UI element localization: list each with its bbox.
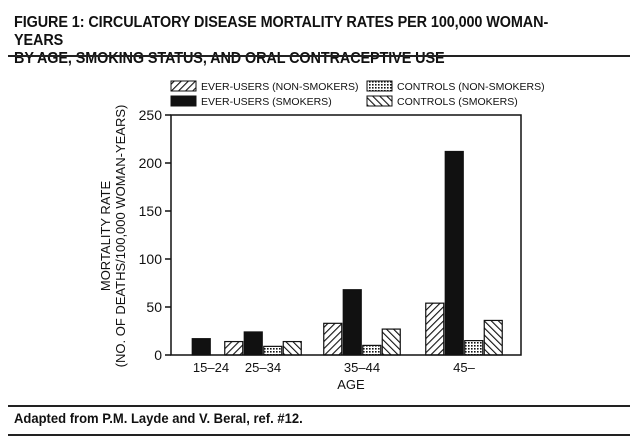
source-rule-bottom xyxy=(8,434,630,436)
x-tick-label-0: 15–24 xyxy=(193,360,229,375)
legend-swatch-controls-non-smokers xyxy=(366,80,393,92)
legend-swatch-ever-users-non-smokers xyxy=(170,80,197,92)
bar-ever-users-smokers-45 xyxy=(444,150,464,356)
y-axis-label: MORTALITY RATE (NO. OF DEATHS/100,000 WO… xyxy=(98,105,128,368)
y-tick-label-3: 150 xyxy=(139,203,163,219)
y-tick-label-5: 250 xyxy=(139,107,163,123)
legend-label-ever-users-non-smokers: EVER-USERS (NON-SMOKERS) xyxy=(201,81,359,93)
bar-ever-users-non-smokers-45 xyxy=(425,302,445,356)
x-tick-label-3: 45– xyxy=(453,360,475,375)
top-rule xyxy=(8,55,630,57)
y-axis-label-line-2: (NO. OF DEATHS/100,000 WOMAN-YEARS) xyxy=(113,105,128,368)
legend-swatch-controls-smokers xyxy=(366,95,393,107)
bar-series xyxy=(191,150,503,356)
bar-ever-users-smokers-25-34 xyxy=(243,331,263,356)
y-tick-label-2: 100 xyxy=(139,251,163,267)
bar-ever-users-smokers-15-24 xyxy=(191,338,211,356)
figure-title: FIGURE 1: CIRCULATORY DISEASE MORTALITY … xyxy=(14,14,587,68)
legend-label-ever-users-smokers: EVER-USERS (SMOKERS) xyxy=(201,96,332,108)
bar-ever-users-non-smokers-35-44 xyxy=(323,322,343,356)
bar-ever-users-non-smokers-25-34 xyxy=(224,340,244,356)
bar-controls-non-smokers-35-44 xyxy=(362,344,382,356)
legend-label-controls-smokers: CONTROLS (SMOKERS) xyxy=(397,96,518,108)
x-tick-label-1: 25–34 xyxy=(245,360,281,375)
chart-legend: EVER-USERS (NON-SMOKERS) EVER-USERS (SMOK… xyxy=(170,80,545,108)
bar-controls-smokers-45 xyxy=(483,319,503,356)
bar-controls-non-smokers-45 xyxy=(464,340,484,356)
x-axis-label: AGE xyxy=(337,377,365,392)
figure-title-line-2: BY AGE, SMOKING STATUS, AND ORAL CONTRAC… xyxy=(14,50,445,67)
y-axis-ticks: 0 50 100 150 200 250 xyxy=(139,107,171,363)
figure-title-line-1: FIGURE 1: CIRCULATORY DISEASE MORTALITY … xyxy=(14,14,549,49)
y-axis-label-line-1: MORTALITY RATE xyxy=(98,181,113,292)
bar-controls-non-smokers-25-34 xyxy=(263,345,283,356)
y-tick-label-4: 200 xyxy=(139,155,163,171)
mortality-chart: EVER-USERS (NON-SMOKERS) EVER-USERS (SMOK… xyxy=(98,80,545,392)
figure-source: Adapted from P.M. Layde and V. Beral, re… xyxy=(14,410,303,426)
legend-label-controls-non-smokers: CONTROLS (NON-SMOKERS) xyxy=(397,81,545,93)
y-tick-label-0: 0 xyxy=(154,347,162,363)
legend-swatch-ever-users-smokers xyxy=(170,95,197,107)
bar-controls-smokers-25-34 xyxy=(282,340,302,356)
source-rule-top xyxy=(8,405,630,407)
bar-ever-users-smokers-35-44 xyxy=(342,289,362,356)
x-axis-ticks: 15–24 25–34 35–44 45– xyxy=(193,360,476,375)
x-tick-label-2: 35–44 xyxy=(344,360,380,375)
y-tick-label-1: 50 xyxy=(146,299,162,315)
bar-controls-smokers-35-44 xyxy=(381,328,401,356)
plot-frame xyxy=(170,114,522,356)
